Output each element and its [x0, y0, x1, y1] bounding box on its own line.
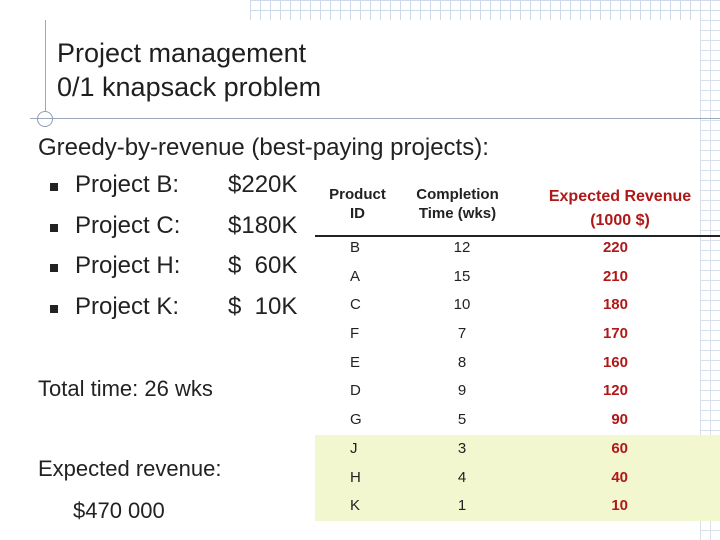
header-completion-line2: Time (wks): [418, 205, 497, 222]
table-row: E 8 160: [315, 349, 720, 378]
cell-product-id: E: [350, 353, 361, 371]
table-row: K 1 10: [315, 492, 720, 521]
cell-product-id: G: [350, 411, 362, 429]
header-revenue-line2: (1000 $): [590, 212, 650, 229]
table-row: C 10 180: [315, 291, 720, 320]
cell-completion-time: 15: [453, 267, 471, 285]
crosshair-ornament: [37, 111, 53, 127]
section-heading: Greedy-by-revenue (best-paying projects)…: [38, 134, 489, 161]
bullet-item: Project K: $ 10K: [48, 293, 297, 334]
table-row: G 5 90: [315, 406, 720, 435]
cell-completion-time: 9: [457, 382, 467, 400]
expected-revenue-label: Expected revenue:: [38, 456, 222, 481]
cell-product-id: C: [350, 296, 361, 314]
title-line-1: Project management: [57, 38, 307, 68]
header-expected-revenue: Expected Revenue (1000 $): [520, 185, 720, 233]
cell-product-id: J: [350, 439, 358, 457]
bullet-project-name: Project C:: [75, 211, 181, 239]
header-completion-time: Completion Time (wks): [400, 185, 515, 223]
cell-expected-revenue: 10: [611, 497, 628, 515]
cell-product-id: H: [350, 468, 361, 486]
header-revenue-line1: Expected Revenue: [548, 188, 692, 205]
cell-product-id: B: [350, 239, 361, 256]
cell-completion-time: 10: [453, 296, 471, 314]
bullet-item: Project B: $220K: [48, 171, 297, 212]
cell-expected-revenue: 160: [602, 353, 628, 371]
bullet-square-icon: [50, 183, 58, 191]
vertical-rule: [45, 20, 46, 112]
bullet-project-amount: $ 60K: [228, 252, 298, 279]
cell-completion-time: 12: [453, 239, 471, 256]
cell-completion-time: 5: [457, 411, 467, 429]
cell-product-id: D: [350, 382, 361, 400]
table-body: B 12 220 A 15 210 C 10 180 F 7 170 E 8 160 D 9 120 G 5 90 J 3 6…: [315, 234, 720, 521]
header-product-id-line1: Product: [329, 186, 386, 203]
cell-completion-time: 1: [457, 497, 467, 515]
bullet-square-icon: [50, 223, 58, 232]
cell-product-id: A: [350, 267, 361, 285]
cell-product-id: K: [350, 497, 361, 515]
bullet-project-amount: $180K: [228, 211, 298, 239]
table-row: B 12 220: [315, 234, 720, 263]
table-row: A 15 210: [315, 263, 720, 292]
bullet-project-name: Project H:: [75, 252, 181, 279]
header-product-id-line2: ID: [350, 205, 365, 222]
bullet-square-icon: [50, 264, 58, 272]
cell-completion-time: 3: [457, 439, 467, 457]
cell-completion-time: 7: [457, 325, 467, 343]
table-row: F 7 170: [315, 320, 720, 349]
grid-decoration-top: [250, 0, 720, 20]
bullet-list: Project B: $220K Project C: $180K Projec…: [48, 171, 297, 334]
bullet-item: Project H: $ 60K: [48, 252, 297, 293]
bullet-project-amount: $220K: [228, 171, 298, 198]
cell-expected-revenue: 40: [611, 468, 628, 486]
total-time: Total time: 26 wks: [38, 376, 213, 401]
slide-title: Project management 0/1 knapsack problem: [57, 36, 321, 104]
cell-product-id: F: [350, 325, 360, 343]
expected-revenue-value: $470 000: [73, 498, 165, 523]
table-row: H 4 40: [315, 463, 720, 493]
cell-expected-revenue: 120: [602, 382, 628, 400]
cell-completion-time: 4: [457, 468, 467, 486]
cell-expected-revenue: 210: [602, 267, 628, 285]
cell-expected-revenue: 170: [602, 325, 628, 343]
table-row: D 9 120: [315, 377, 720, 406]
cell-expected-revenue: 90: [611, 411, 628, 429]
table-header-rule: [315, 235, 720, 237]
horizontal-rule: [30, 118, 720, 119]
cell-completion-time: 8: [457, 353, 467, 371]
bullet-square-icon: [50, 304, 58, 313]
bullet-item: Project C: $180K: [48, 212, 297, 253]
bullet-project-amount: $ 10K: [228, 292, 298, 320]
bullet-project-name: Project K:: [75, 292, 180, 320]
header-completion-line1: Completion: [416, 186, 499, 203]
title-line-2: 0/1 knapsack problem: [57, 72, 322, 102]
grid-decoration-right: [700, 0, 720, 540]
cell-expected-revenue: 180: [602, 296, 628, 314]
cell-expected-revenue: 220: [602, 239, 628, 256]
cell-expected-revenue: 60: [611, 439, 628, 457]
table-row: J 3 60: [315, 434, 720, 464]
bullet-project-name: Project B:: [75, 171, 180, 198]
header-product-id: Product ID: [320, 185, 395, 223]
